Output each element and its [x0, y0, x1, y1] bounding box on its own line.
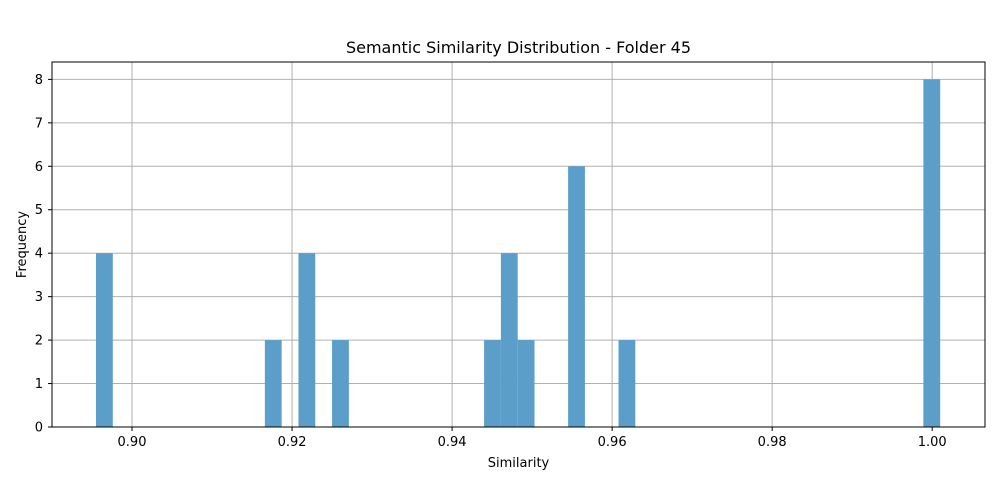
histogram-bar	[96, 253, 113, 427]
x-tick-label: 1.00	[918, 435, 947, 450]
histogram-bar	[332, 340, 349, 427]
y-tick-label: 4	[35, 247, 43, 262]
y-tick-label: 1	[35, 377, 43, 392]
histogram-bar	[517, 340, 535, 427]
y-axis-label: Frequency	[15, 211, 30, 278]
histogram-bar	[484, 340, 501, 427]
plot-frame	[51, 61, 986, 428]
y-tick-label: 5	[35, 203, 43, 218]
y-axis-ticks: 0 1 2 3 4 5 6 7 8	[35, 73, 52, 436]
x-tick-label: 0.98	[758, 435, 787, 450]
y-tick-label: 7	[35, 116, 43, 131]
x-tick-label: 0.90	[118, 435, 147, 450]
x-tick-label: 0.92	[278, 435, 307, 450]
histogram-bar	[298, 253, 316, 427]
chart-title: Semantic Similarity Distribution - Folde…	[346, 38, 691, 57]
y-tick-label: 0	[35, 421, 43, 436]
histogram-bar	[264, 340, 282, 427]
histogram-bar	[618, 340, 636, 427]
x-tick-label: 0.94	[438, 435, 467, 450]
histogram-bar	[500, 253, 518, 427]
x-axis-ticks: 0.90 0.92 0.94 0.96 0.98 1.00	[118, 427, 947, 450]
histogram-bar	[923, 79, 941, 427]
y-tick-label: 2	[35, 334, 43, 349]
x-axis-label: Similarity	[488, 456, 550, 471]
y-tick-label: 6	[35, 160, 43, 175]
y-tick-label: 8	[35, 73, 43, 88]
x-tick-label: 0.96	[598, 435, 627, 450]
histogram-bar	[568, 166, 585, 428]
histogram-bars	[96, 79, 941, 428]
y-tick-label: 3	[35, 290, 43, 305]
